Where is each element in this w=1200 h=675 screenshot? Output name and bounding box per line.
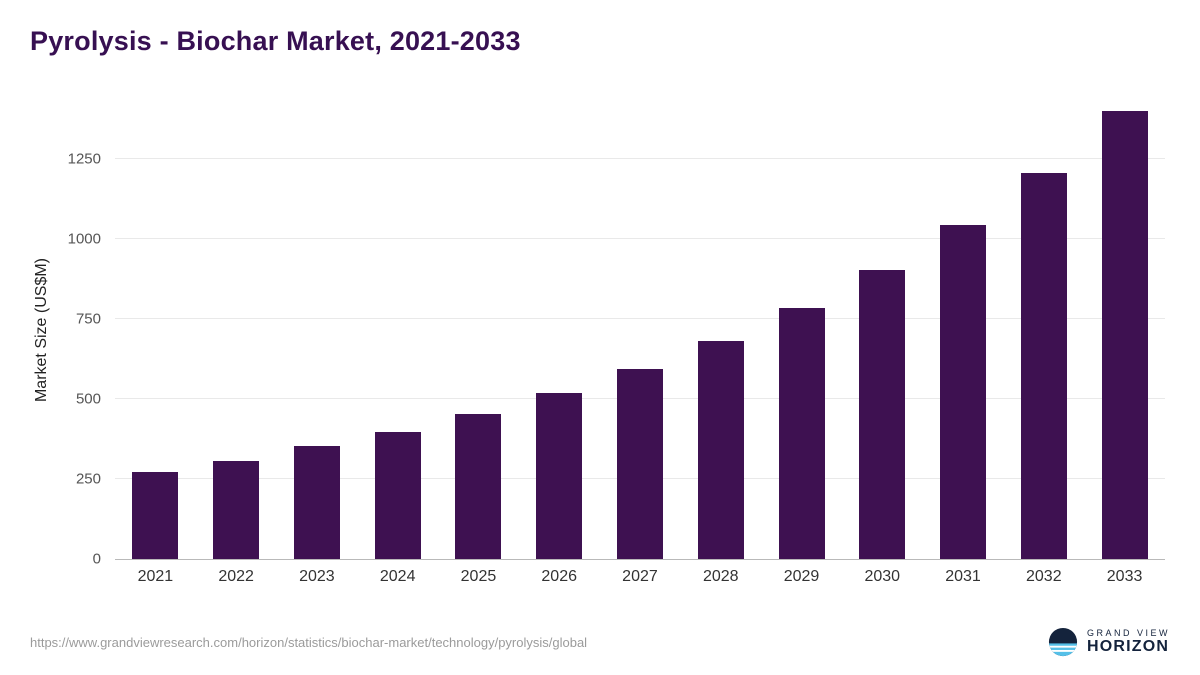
bar-cell-2028 [680, 105, 761, 559]
x-tick-label: 2029 [783, 568, 820, 585]
x-tick-label: 2025 [460, 568, 497, 585]
bar-cell-2024 [357, 105, 438, 559]
x-tick-label: 2028 [702, 568, 739, 585]
x-tick-label: 2026 [541, 568, 577, 585]
bars-container [115, 105, 1165, 559]
bar-cell-2025 [438, 105, 519, 559]
bar-2022 [213, 460, 260, 559]
bar-cell-2023 [277, 105, 358, 559]
bar-2032 [1020, 173, 1067, 559]
horizon-sun-icon [1048, 627, 1078, 657]
page-title: Pyrolysis - Biochar Market, 2021-2033 [30, 26, 521, 56]
x-tick-label: 2027 [622, 568, 658, 585]
x-tick-label: 2031 [945, 568, 981, 585]
y-tick-label: 1000 [67, 230, 101, 248]
bar-cell-2031 [923, 105, 1004, 559]
bar-cell-2032 [1003, 105, 1084, 559]
plot-area: 0 250 500 750 1000 1250 [68, 105, 1165, 568]
gridline [115, 318, 1165, 320]
bar-2030 [859, 269, 906, 559]
gridline [115, 238, 1165, 240]
grand-view-horizon-logo: GRAND VIEW HORIZON [1048, 627, 1170, 657]
bar-2033 [1101, 111, 1148, 559]
logo-line2: HORIZON [1086, 637, 1170, 655]
bar-2025 [455, 413, 502, 559]
gridline [115, 158, 1165, 160]
bar-cell-2026 [519, 105, 600, 559]
y-axis-title: Market Size (US$M) [33, 257, 50, 403]
x-tick-label: 2033 [1106, 568, 1143, 585]
bar-2028 [697, 340, 744, 559]
chart-area: 0 250 500 750 1000 1250 [68, 105, 1165, 568]
source-url: https://www.grandviewresearch.com/horizo… [30, 634, 588, 650]
x-tick-label: 2030 [864, 568, 901, 585]
bar-2026 [536, 392, 583, 559]
bar-2024 [374, 431, 421, 559]
logo-line1: GRAND VIEW [1086, 627, 1170, 638]
x-tick-label: 2022 [218, 568, 254, 585]
x-tick-label: 2021 [137, 568, 174, 585]
bar-2021 [132, 472, 179, 559]
bar-2023 [293, 446, 340, 559]
y-tick-label: 250 [75, 470, 101, 488]
y-tick-label: 750 [75, 310, 101, 328]
bar-2029 [778, 308, 825, 559]
logo-text: GRAND VIEW HORIZON [1087, 628, 1170, 657]
bar-cell-2030 [842, 105, 923, 559]
x-axis-labels: 2021 2022 2023 2024 2025 2026 2027 2028 2029 2030… [115, 568, 1165, 586]
y-tick-label: 1250 [67, 150, 101, 168]
bar-cell-2022 [196, 105, 277, 559]
bar-cell-2027 [600, 105, 681, 559]
bar-cell-2033 [1084, 105, 1165, 559]
y-tick-label: 500 [75, 390, 101, 408]
bar-2031 [940, 224, 987, 559]
bar-cell-2029 [761, 105, 842, 559]
bar-2027 [616, 368, 663, 559]
x-tick-label: 2024 [379, 568, 416, 585]
bar-cell-2021 [115, 105, 196, 559]
x-tick-label: 2032 [1026, 568, 1062, 585]
y-tick-label: 0 [92, 550, 101, 568]
footer: https://www.grandviewresearch.com/horizo… [30, 627, 1170, 657]
x-tick-label: 2023 [299, 568, 335, 585]
